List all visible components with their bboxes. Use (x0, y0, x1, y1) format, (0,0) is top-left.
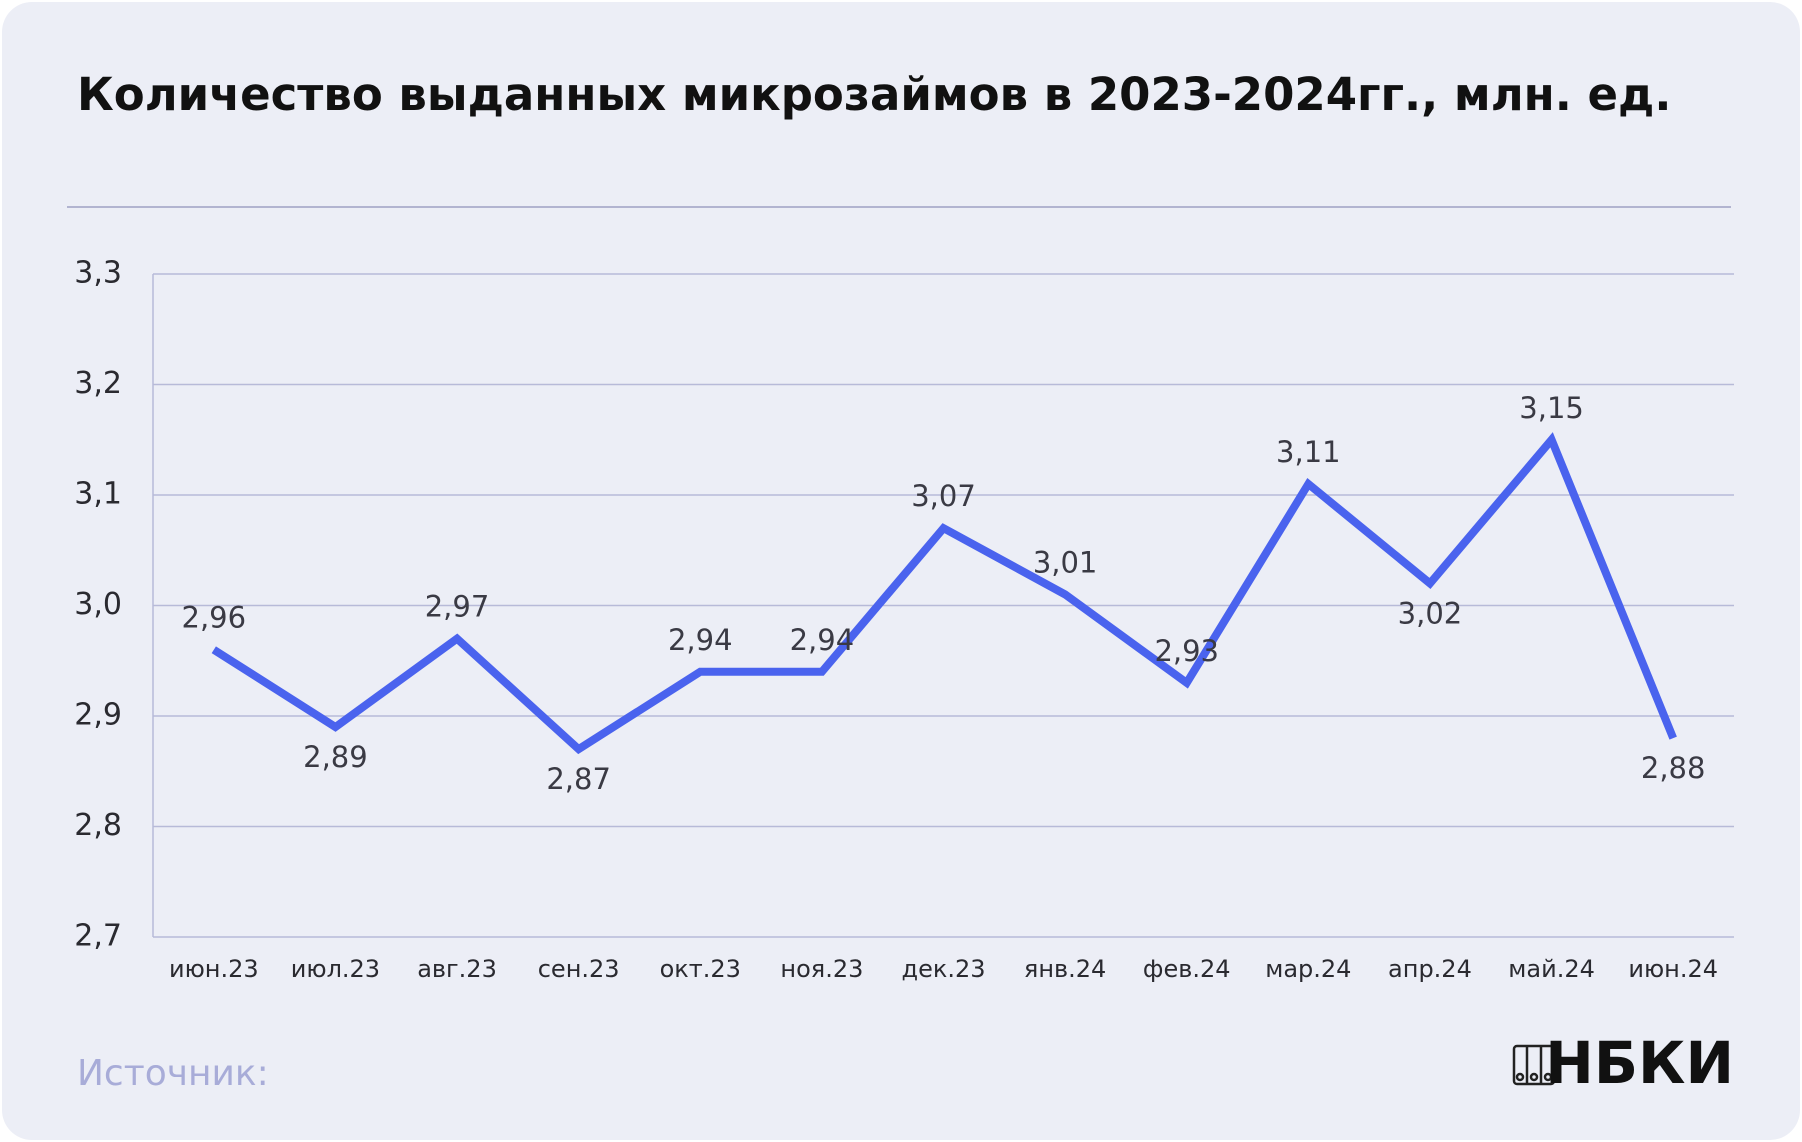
value-label: 2,87 (546, 762, 611, 796)
value-label: 2,96 (182, 601, 247, 635)
logo-icon (1512, 1044, 1556, 1086)
x-tick-label: июн.24 (1628, 955, 1718, 983)
y-tick-label: 3,0 (74, 587, 122, 622)
value-label: 2,94 (790, 623, 855, 657)
chart-title: Количество выданных микрозаймов в 2023-2… (77, 68, 1671, 121)
value-label: 3,02 (1398, 596, 1463, 630)
x-tick-label: янв.24 (1024, 955, 1106, 983)
value-label: 2,93 (1154, 634, 1219, 668)
value-label: 2,97 (425, 590, 490, 624)
source-label: Источник: (77, 1053, 269, 1094)
y-tick-label: 2,9 (74, 698, 122, 733)
x-tick-label: июл.23 (291, 955, 380, 983)
value-label: 2,89 (303, 740, 368, 774)
y-tick-label: 3,2 (74, 366, 122, 401)
logo-text: НБКИ (1545, 1029, 1734, 1097)
x-tick-label: мар.24 (1265, 955, 1351, 983)
x-tick-label: май.24 (1508, 955, 1595, 983)
value-label: 3,11 (1276, 435, 1341, 469)
x-tick-label: июн.23 (169, 955, 259, 983)
y-tick-label: 2,8 (74, 808, 122, 843)
value-label: 3,07 (911, 479, 976, 513)
x-tick-label: авг.23 (417, 955, 497, 983)
x-tick-label: окт.23 (660, 955, 741, 983)
x-tick-label: дек.23 (901, 955, 985, 983)
x-tick-label: апр.24 (1388, 955, 1472, 983)
value-label: 3,15 (1519, 391, 1584, 425)
y-tick-label: 3,3 (74, 256, 122, 291)
x-tick-label: фев.24 (1143, 955, 1231, 983)
value-label: 2,88 (1641, 751, 1706, 785)
value-label: 3,01 (1033, 545, 1098, 579)
x-tick-label: сен.23 (538, 955, 620, 983)
y-tick-label: 3,1 (74, 477, 122, 512)
x-tick-label: ноя.23 (780, 955, 863, 983)
value-label: 2,94 (668, 623, 733, 657)
line (211, 432, 1677, 755)
y-tick-label: 2,7 (74, 919, 122, 954)
